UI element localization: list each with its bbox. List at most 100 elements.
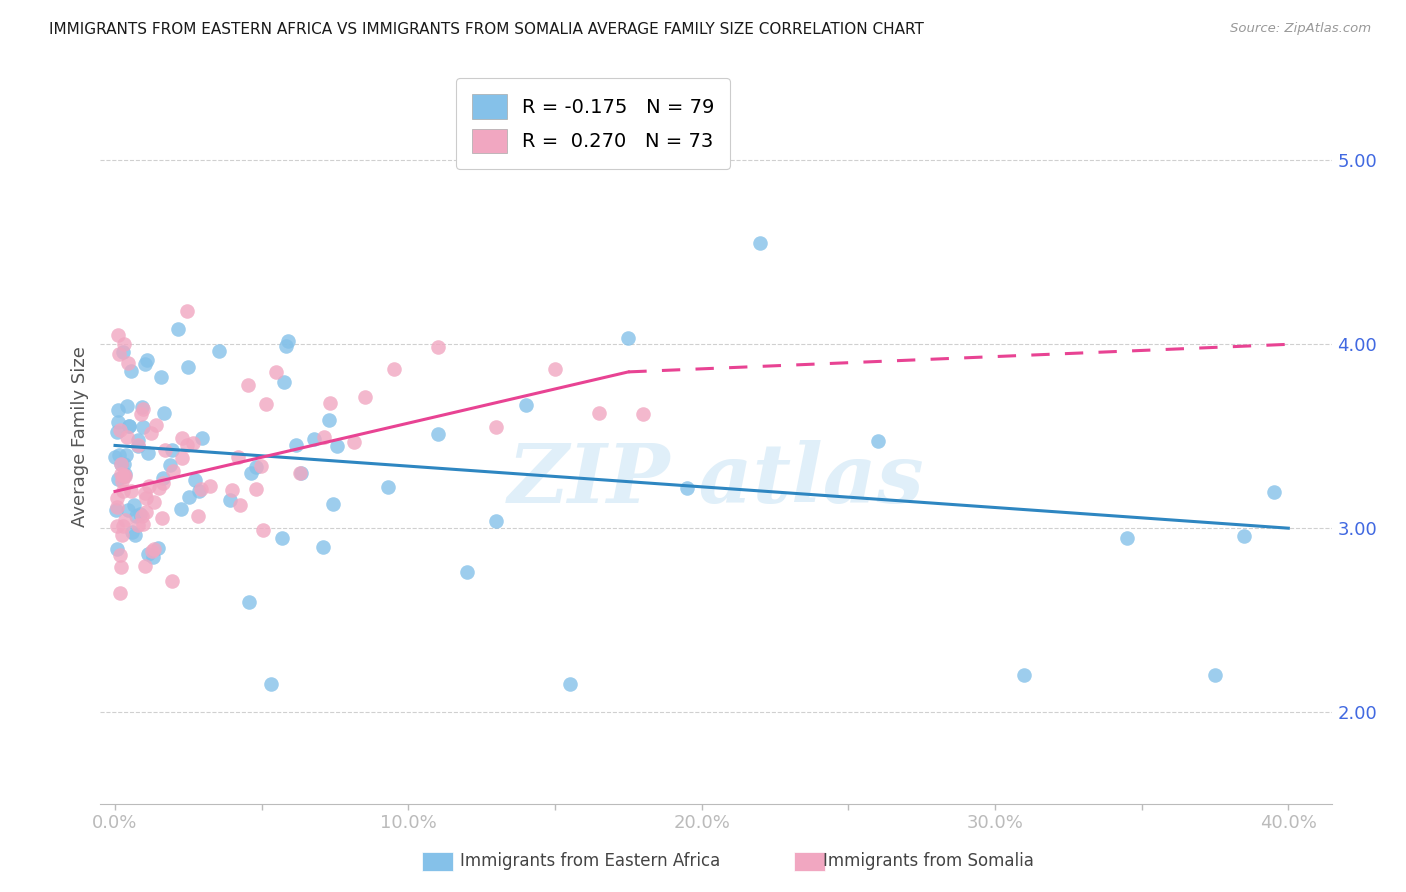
Point bbox=[270, 531, 292, 545]
Point bbox=[312, 541, 335, 555]
Point bbox=[142, 550, 165, 565]
Point bbox=[110, 457, 132, 471]
Point bbox=[617, 331, 640, 345]
Point bbox=[322, 497, 344, 511]
Point bbox=[127, 518, 149, 533]
Point bbox=[254, 397, 277, 411]
Point bbox=[135, 491, 157, 506]
Point bbox=[120, 364, 142, 378]
Point bbox=[866, 434, 889, 448]
Point bbox=[343, 434, 366, 449]
Point bbox=[1116, 531, 1139, 545]
Point bbox=[1263, 485, 1285, 500]
Point bbox=[131, 516, 153, 531]
Point bbox=[544, 361, 567, 376]
Point bbox=[485, 420, 508, 434]
Point bbox=[198, 479, 221, 493]
Point bbox=[285, 438, 308, 452]
Point bbox=[152, 511, 174, 525]
Point bbox=[132, 420, 155, 434]
Point bbox=[108, 548, 131, 562]
Point bbox=[172, 431, 194, 445]
Point bbox=[264, 365, 287, 379]
Point bbox=[456, 566, 478, 580]
Point bbox=[377, 480, 399, 494]
Point bbox=[117, 356, 139, 370]
Point bbox=[110, 467, 132, 481]
Point bbox=[110, 559, 132, 574]
Point bbox=[139, 425, 162, 440]
Point bbox=[129, 507, 152, 521]
Point bbox=[112, 468, 135, 483]
Point bbox=[382, 362, 405, 376]
Point bbox=[162, 442, 184, 457]
Point bbox=[588, 406, 610, 420]
Point bbox=[179, 491, 201, 505]
Point bbox=[153, 406, 176, 420]
Point bbox=[114, 468, 136, 483]
Point bbox=[221, 483, 243, 497]
Point bbox=[176, 303, 198, 318]
Point bbox=[135, 505, 157, 519]
Point bbox=[110, 585, 132, 599]
Point bbox=[145, 417, 167, 432]
Point bbox=[149, 370, 172, 384]
Point bbox=[177, 360, 200, 375]
Point bbox=[111, 483, 134, 498]
Point bbox=[183, 473, 205, 487]
Point bbox=[104, 450, 127, 465]
Point bbox=[111, 468, 134, 483]
Point bbox=[238, 595, 260, 609]
Point bbox=[105, 542, 128, 557]
Point bbox=[107, 472, 129, 486]
Point bbox=[153, 443, 176, 458]
Point bbox=[187, 509, 209, 524]
Point bbox=[112, 337, 135, 351]
Point bbox=[131, 401, 153, 415]
Point bbox=[319, 396, 342, 410]
Point bbox=[104, 503, 127, 517]
Point bbox=[1233, 529, 1256, 543]
Point bbox=[170, 450, 193, 465]
Point bbox=[110, 474, 132, 488]
Point bbox=[108, 448, 131, 462]
Point bbox=[115, 399, 138, 413]
Point bbox=[118, 419, 141, 434]
Point bbox=[273, 375, 295, 389]
Point bbox=[325, 439, 347, 453]
Point bbox=[120, 483, 142, 498]
Point bbox=[208, 344, 231, 359]
Point bbox=[111, 344, 134, 359]
Point bbox=[558, 677, 581, 691]
Point bbox=[277, 334, 299, 349]
Text: Immigrants from Eastern Africa: Immigrants from Eastern Africa bbox=[460, 852, 721, 870]
Point bbox=[129, 407, 152, 421]
Point bbox=[249, 459, 271, 474]
Point bbox=[240, 466, 263, 480]
Point bbox=[121, 524, 143, 539]
Point bbox=[245, 459, 267, 474]
Point bbox=[107, 415, 129, 429]
Point bbox=[515, 398, 537, 412]
Point bbox=[318, 413, 340, 427]
Point bbox=[127, 438, 149, 452]
Point bbox=[117, 503, 139, 517]
Point bbox=[260, 677, 283, 691]
Point bbox=[105, 491, 128, 506]
Point bbox=[141, 544, 163, 558]
FancyBboxPatch shape bbox=[794, 852, 825, 871]
Point bbox=[131, 509, 153, 524]
Point bbox=[124, 528, 146, 542]
Point bbox=[245, 482, 267, 496]
Point bbox=[676, 481, 699, 495]
Text: ZIP atlas: ZIP atlas bbox=[508, 441, 925, 520]
Point bbox=[228, 498, 250, 512]
Point bbox=[111, 528, 134, 542]
Point bbox=[426, 340, 449, 354]
Point bbox=[1014, 668, 1036, 682]
Point bbox=[105, 500, 128, 515]
Point bbox=[749, 236, 772, 251]
Point bbox=[124, 508, 146, 523]
Text: Immigrants from Somalia: Immigrants from Somalia bbox=[823, 852, 1033, 870]
Point bbox=[152, 476, 174, 491]
